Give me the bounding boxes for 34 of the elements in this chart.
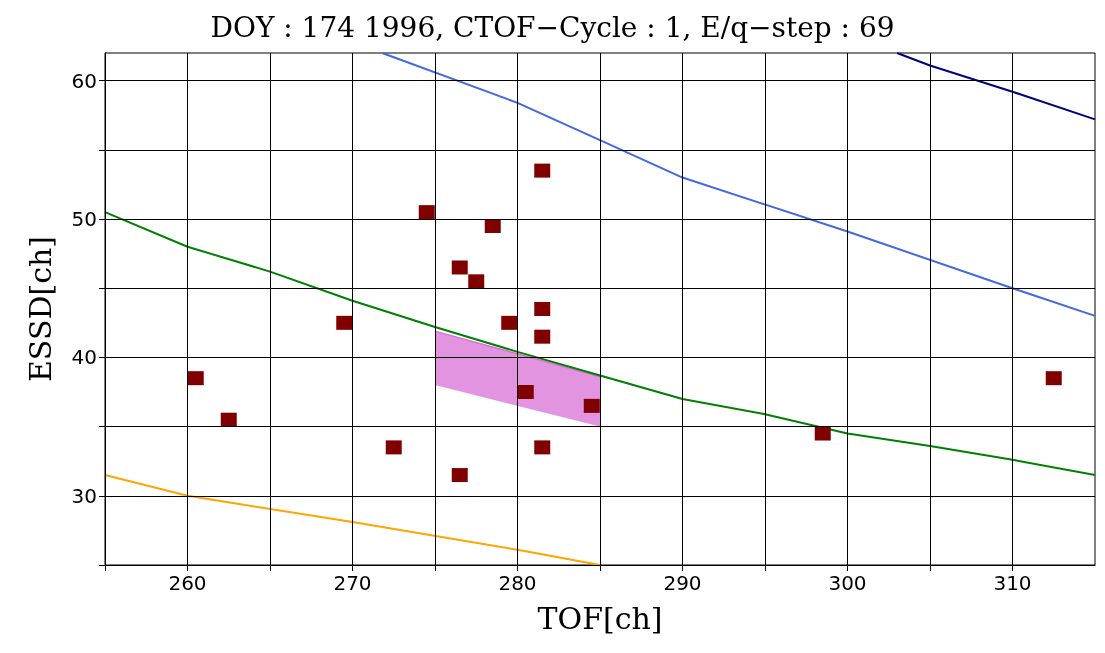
y-tick-label: 50 bbox=[71, 207, 97, 232]
point bbox=[814, 426, 831, 441]
x-tick-label: 270 bbox=[333, 571, 372, 595]
point bbox=[336, 315, 353, 330]
point bbox=[534, 440, 551, 455]
x-tick-label: 310 bbox=[993, 571, 1032, 595]
point bbox=[501, 315, 518, 330]
point bbox=[468, 274, 485, 289]
x-tick-label: 280 bbox=[498, 571, 537, 595]
x-tick-label: 290 bbox=[663, 571, 702, 595]
point bbox=[583, 398, 600, 413]
point bbox=[385, 440, 402, 455]
point bbox=[418, 205, 435, 220]
point bbox=[534, 302, 551, 316]
point bbox=[220, 412, 237, 427]
point bbox=[534, 329, 551, 344]
y-tick-label: 30 bbox=[71, 483, 97, 508]
point bbox=[517, 385, 534, 400]
point bbox=[451, 260, 468, 275]
line-series bbox=[104, 474, 601, 566]
point bbox=[484, 218, 501, 233]
y-axis-title: ESSD[ch] bbox=[22, 235, 58, 383]
point bbox=[534, 163, 551, 178]
x-tick-label: 260 bbox=[168, 571, 207, 595]
y-tick-label: 40 bbox=[71, 345, 97, 370]
x-axis-title: TOF[ch] bbox=[537, 600, 663, 636]
point bbox=[187, 371, 204, 386]
point bbox=[1045, 371, 1062, 386]
y-tick-label: 60 bbox=[71, 68, 97, 93]
line-series bbox=[381, 52, 1096, 317]
x-tick-label: 300 bbox=[828, 571, 867, 595]
line-series bbox=[896, 52, 1096, 121]
point bbox=[451, 468, 468, 483]
chart-title: DOY : 174 1996, CTOF−Cycle : 1, E/q−step : 69 bbox=[210, 10, 895, 44]
